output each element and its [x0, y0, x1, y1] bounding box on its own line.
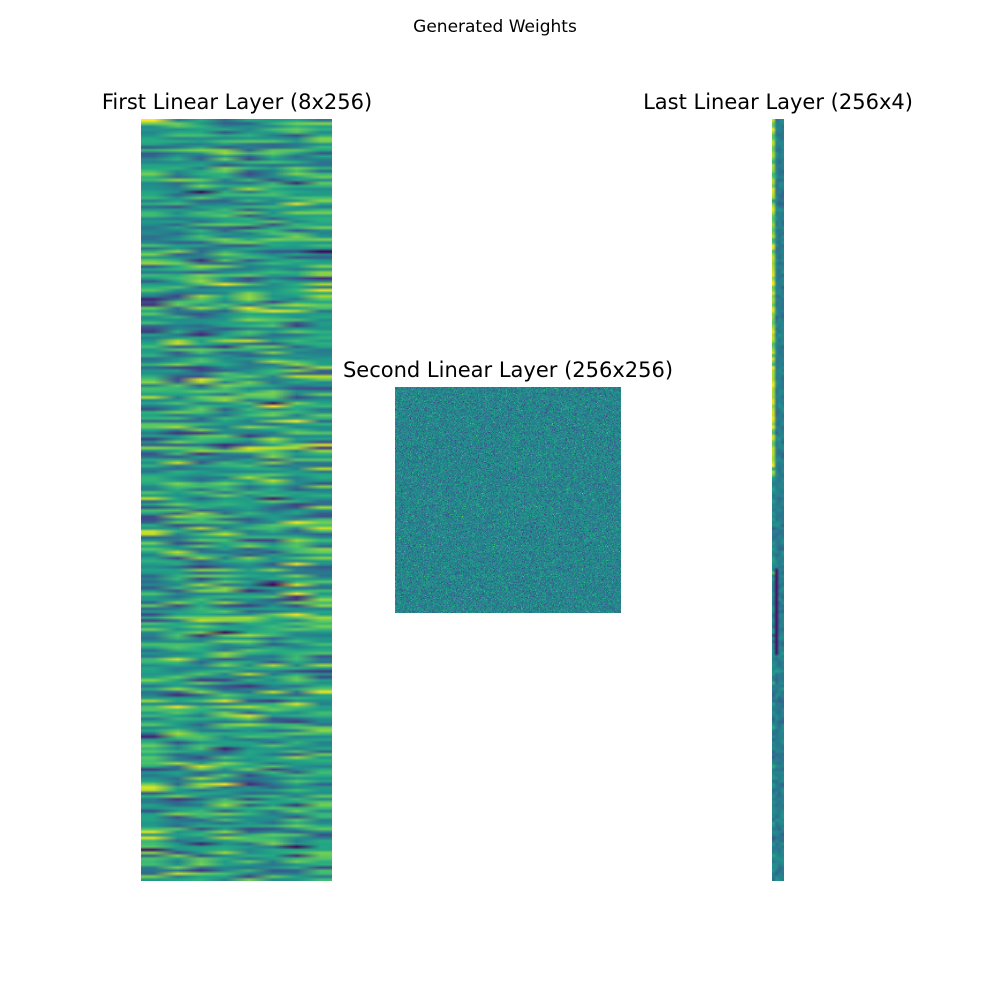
last-layer-title: Last Linear Layer (256x4)	[643, 90, 913, 114]
second-layer-title: Second Linear Layer (256x256)	[342, 358, 674, 382]
last-layer-heatmap	[772, 119, 784, 881]
first-layer-title: First Linear Layer (8x256)	[101, 90, 373, 114]
figure-suptitle: Generated Weights	[413, 17, 577, 37]
first-layer-heatmap	[141, 119, 332, 881]
second-layer-heatmap	[395, 387, 621, 613]
